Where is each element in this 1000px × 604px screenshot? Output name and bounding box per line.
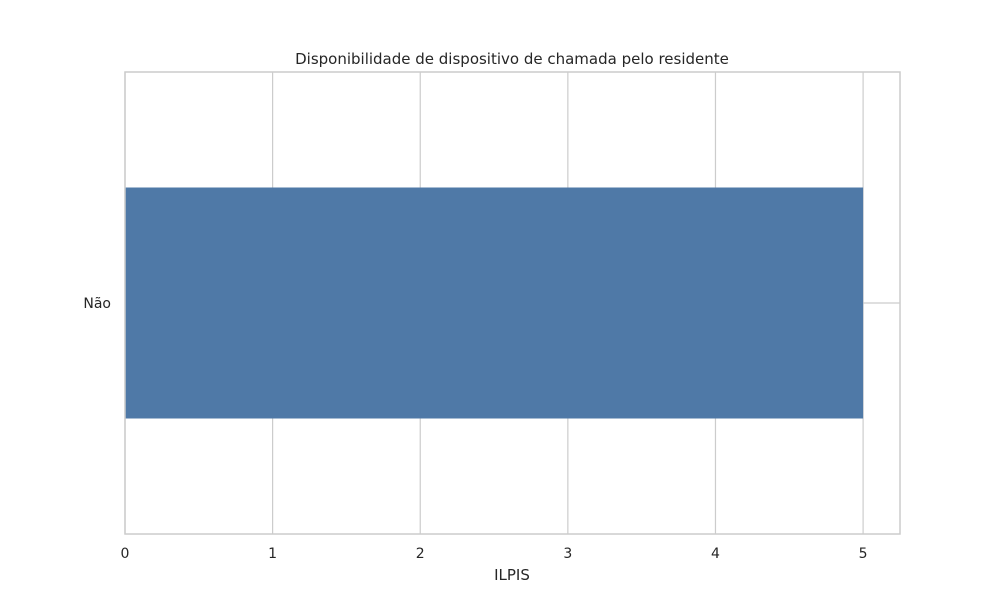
bars (125, 187, 864, 419)
x-tick-labels: 0 1 2 3 4 5 (121, 546, 868, 562)
x-tick-label-0: 0 (121, 546, 130, 562)
y-tick-labels: Não (83, 296, 111, 312)
bar-0 (125, 187, 864, 419)
x-tick-label-5: 5 (859, 546, 868, 562)
x-tick-label-1: 1 (268, 546, 277, 562)
plot-frame (124, 71, 901, 535)
chart-title: Disponibilidade de dispositivo de chamad… (295, 50, 729, 68)
y-tick-label-0: Não (83, 296, 111, 312)
plot-border (124, 71, 901, 535)
x-tick-label-3: 3 (563, 546, 572, 562)
x-tick-label-2: 2 (416, 546, 425, 562)
x-tick-label-4: 4 (711, 546, 720, 562)
x-axis-label: ILPIS (494, 566, 530, 584)
